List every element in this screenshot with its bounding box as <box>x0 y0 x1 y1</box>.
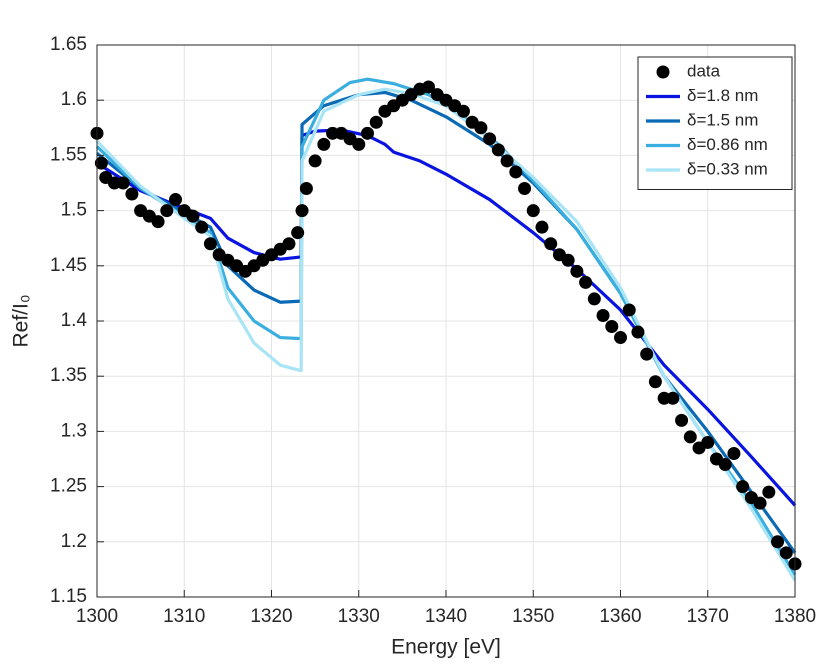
data-point <box>666 391 680 405</box>
data-point <box>631 325 645 339</box>
data-point <box>526 204 540 218</box>
data-point <box>483 132 497 146</box>
marks <box>90 77 802 582</box>
legend-marker <box>656 65 670 79</box>
data-point <box>94 156 108 170</box>
data-point <box>295 204 309 218</box>
x-tick-label: 1310 <box>163 606 205 627</box>
data-point <box>116 176 130 190</box>
x-tick-label: 1320 <box>250 606 292 627</box>
data-point <box>125 187 139 201</box>
data-point <box>474 121 488 135</box>
x-tick-label: 1300 <box>76 606 118 627</box>
data-point <box>518 182 532 196</box>
data-point <box>352 137 366 151</box>
data-point <box>614 331 627 345</box>
y-tick-label: 1.25 <box>50 476 87 497</box>
data-point <box>561 253 575 267</box>
ticks: 1300 1310 1320 1330 1340 1350 1360 1370 1380 1.15… <box>50 34 816 627</box>
data-point <box>456 104 470 118</box>
data-point <box>195 220 209 234</box>
data-point <box>753 496 767 510</box>
x-tick-label: 1330 <box>338 606 380 627</box>
y-tick-label: 1.15 <box>50 586 87 607</box>
data-point <box>491 143 505 157</box>
data-point <box>535 220 549 234</box>
data-point <box>151 215 165 229</box>
data-point <box>718 458 732 472</box>
data-point <box>701 435 715 449</box>
data-point <box>683 430 697 444</box>
data-point <box>360 126 374 140</box>
data-point <box>500 154 514 168</box>
y-tick-label: 1.55 <box>50 144 87 165</box>
data-point <box>369 115 383 129</box>
data-point <box>308 154 322 168</box>
legend: data δ=1.8 nm δ=1.5 nm δ=0.86 nm δ=0.33 nm <box>637 56 793 190</box>
x-tick-label: 1340 <box>425 606 467 627</box>
data-point <box>640 347 654 361</box>
y-tick-label: 1.4 <box>61 310 88 331</box>
data-point <box>203 237 217 251</box>
legend-box <box>637 56 793 190</box>
x-tick-label: 1380 <box>774 606 816 627</box>
y-tick-label: 1.6 <box>61 89 87 110</box>
data-point <box>169 193 183 207</box>
x-tick-label: 1370 <box>687 606 729 627</box>
legend-label: δ=0.33 nm <box>687 159 768 178</box>
data-point <box>544 237 558 251</box>
data-point <box>282 237 296 251</box>
data-point <box>779 546 793 560</box>
data-point <box>570 264 584 278</box>
data-point <box>762 485 776 499</box>
y-tick-label: 1.2 <box>61 531 87 552</box>
data-point <box>422 80 436 94</box>
data-point <box>186 209 200 223</box>
data-point <box>579 275 593 289</box>
data-point <box>622 303 636 317</box>
series-line <box>95 77 797 576</box>
data-point <box>605 320 619 334</box>
data-point <box>596 308 610 322</box>
x-tick-label: 1350 <box>512 606 554 627</box>
y-tick-label: 1.65 <box>50 34 87 55</box>
legend-label: δ=0.86 nm <box>687 135 768 154</box>
y-tick-label: 1.3 <box>61 420 87 441</box>
data-point <box>587 292 601 306</box>
data-point <box>509 165 523 179</box>
data-point <box>299 182 313 196</box>
data-point <box>648 375 662 389</box>
data-point <box>160 204 174 218</box>
data-point <box>291 226 305 240</box>
y-tick-label: 1.5 <box>61 200 87 221</box>
y-tick-label: 1.35 <box>50 365 87 386</box>
legend-label: data <box>687 61 721 80</box>
data-point <box>736 480 750 494</box>
y-tick-label: 1.45 <box>50 255 87 276</box>
data-point <box>675 413 689 427</box>
legend-label: δ=1.8 nm <box>687 86 758 105</box>
legend-label: δ=1.5 nm <box>687 110 758 129</box>
y-axis-label: Ref/I₀ <box>10 294 33 347</box>
data-point <box>727 446 741 460</box>
data-point <box>771 535 785 549</box>
data-point <box>317 137 331 151</box>
series-line <box>96 128 797 507</box>
x-tick-label: 1360 <box>599 606 641 627</box>
x-axis-label: Energy [eV] <box>391 636 501 659</box>
